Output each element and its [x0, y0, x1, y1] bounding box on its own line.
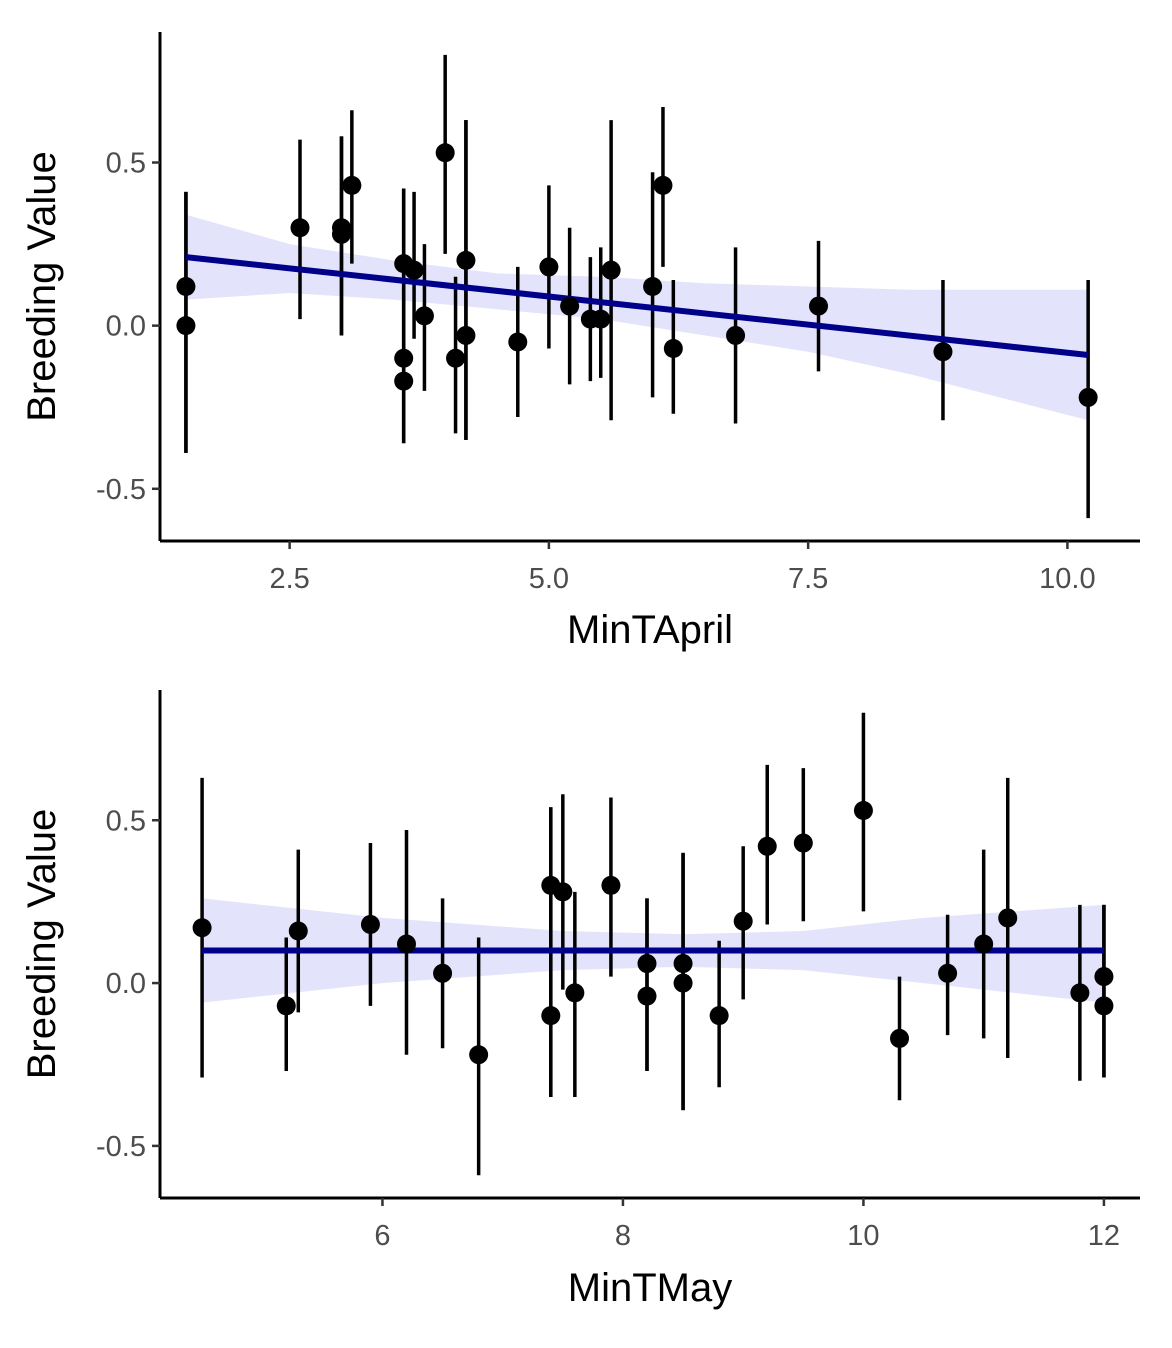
y-tick-label: 0.0	[106, 968, 146, 1000]
data-point	[663, 338, 683, 358]
data-point	[456, 250, 476, 270]
data-point	[539, 257, 559, 277]
data-point	[673, 973, 693, 993]
data-point	[394, 348, 414, 368]
x-tick-label: 6	[374, 1220, 390, 1252]
x-tick-label: 12	[1088, 1220, 1120, 1252]
data-point	[974, 934, 994, 954]
data-point	[508, 332, 528, 352]
panel-mintmay: 0.5 0.0 -0.5 6 8 10 12 MinTMay Breeding Value	[20, 690, 1140, 1310]
x-tick-label: 7.5	[788, 563, 828, 595]
y-tick-label: 0.0	[106, 311, 146, 343]
data-point	[890, 1028, 910, 1048]
data-point	[653, 175, 673, 195]
y-tick-label: -0.5	[96, 1131, 146, 1163]
data-point	[1094, 996, 1114, 1016]
data-point	[176, 316, 196, 336]
data-point	[793, 833, 813, 853]
x-tick-label: 2.5	[269, 563, 309, 595]
data-point	[435, 143, 455, 163]
data-point	[176, 277, 196, 296]
confidence-ribbon	[185, 214, 1089, 421]
data-point	[673, 954, 693, 974]
data-point	[643, 277, 663, 296]
data-point	[637, 986, 657, 1006]
data-point	[331, 224, 351, 244]
panel-mintapril: 0.5 0.0 -0.5 2.5 5.0 7.5 10.0 MinTApril Breeding…	[20, 32, 1140, 652]
data-point	[853, 800, 873, 820]
data-point	[404, 260, 424, 280]
data-point	[565, 983, 585, 1003]
x-tick-label: 8	[615, 1220, 631, 1252]
y-tick-label: 0.5	[106, 805, 146, 837]
data-point	[342, 175, 362, 195]
data-point	[726, 325, 746, 345]
data-point	[397, 934, 417, 954]
data-point	[601, 875, 621, 895]
data-point	[809, 296, 829, 316]
data-point	[446, 348, 466, 368]
data-point	[757, 836, 777, 856]
x-axis-title: MinTApril	[567, 608, 733, 652]
data-point	[456, 325, 476, 345]
data-point	[1094, 967, 1114, 987]
data-point	[1070, 983, 1090, 1003]
regression-line	[185, 254, 1089, 359]
data-point	[360, 914, 380, 934]
data-point	[637, 954, 657, 974]
data-point	[998, 908, 1018, 928]
data-point	[1078, 387, 1098, 407]
data-point	[433, 963, 453, 983]
data-point	[733, 911, 753, 931]
y-axis-title: Breeding Value	[20, 151, 64, 422]
data-point	[933, 342, 953, 362]
data-point	[290, 218, 310, 238]
x-tick-label: 10	[847, 1220, 879, 1252]
data-point	[938, 963, 958, 983]
data-point	[601, 260, 621, 280]
data-point	[414, 306, 434, 326]
data-point	[541, 1006, 561, 1026]
data-point	[560, 296, 580, 316]
x-tick-label: 5.0	[529, 563, 569, 595]
y-tick-label: -0.5	[96, 474, 146, 506]
x-tick-label: 10.0	[1039, 563, 1095, 595]
y-axis-title: Breeding Value	[20, 809, 64, 1080]
data-point	[192, 918, 212, 938]
data-point	[394, 371, 414, 391]
data-point	[591, 309, 611, 329]
data-point	[276, 996, 296, 1016]
data-point	[469, 1045, 489, 1065]
y-tick-label: 0.5	[106, 148, 146, 180]
x-axis-title: MinTMay	[568, 1266, 732, 1310]
data-point	[288, 921, 308, 941]
data-point	[553, 882, 573, 902]
data-point	[709, 1006, 729, 1026]
